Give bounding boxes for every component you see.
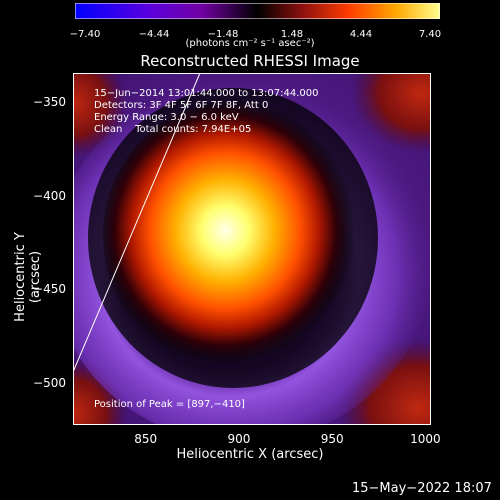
- x-tick-label: 900: [227, 432, 251, 446]
- flare-source: [103, 101, 363, 371]
- x-tick-label: 950: [320, 432, 344, 446]
- method-counts: Clean Total counts: 7.94E+05: [94, 124, 319, 136]
- colorbar-tick-label: −7.40: [69, 29, 101, 40]
- y-tick-label: −450: [33, 282, 66, 297]
- colorbar-tick-label: −1.48: [207, 29, 239, 40]
- colorbar: [75, 3, 440, 19]
- image-title: Reconstructed RHESSI Image: [140, 52, 360, 70]
- colorbar-tick-label: 4.44: [349, 29, 373, 40]
- method: Clean: [94, 124, 123, 135]
- corner-emission: [73, 358, 128, 425]
- y-tick-label: −350: [33, 94, 66, 109]
- x-axis-label: Heliocentric X (arcsec): [176, 447, 324, 462]
- detectors: Detectors: 3F 4F 5F 6F 7F 8F, Att 0: [94, 100, 269, 111]
- colorbar-tick-label: 7.40: [418, 29, 442, 40]
- x-tick-label: 850: [134, 432, 158, 446]
- solar-limb-line: [73, 73, 201, 373]
- info-block: 15−Jun−2014 13:01:44.000 to 13:07:44.000…: [94, 88, 319, 136]
- y-axis-label: Heliocentric Y (arcsec): [13, 232, 43, 322]
- rhessi-image: [73, 73, 431, 425]
- energy-range: Energy Range: 3.0 − 6.0 keV: [94, 112, 239, 123]
- total-counts: Total counts: 7.94E+05: [135, 124, 252, 135]
- time-range: 15−Jun−2014 13:01:44.000 to 13:07:44.000: [94, 88, 319, 99]
- colorbar-units: (photons cm⁻² s⁻¹ asec⁻²): [185, 38, 315, 49]
- colorbar-tick-label: 1.48: [280, 29, 304, 40]
- y-tick-label: −500: [33, 375, 66, 390]
- peak-position: Position of Peak = [897,−410]: [94, 399, 245, 410]
- colorbar-tick-label: −4.44: [138, 29, 170, 40]
- x-tick-label: 1000: [410, 432, 441, 446]
- y-tick-label: −400: [33, 188, 66, 203]
- plot-border: [73, 73, 431, 425]
- footer-date: 15−May−2022 18:07: [352, 481, 492, 496]
